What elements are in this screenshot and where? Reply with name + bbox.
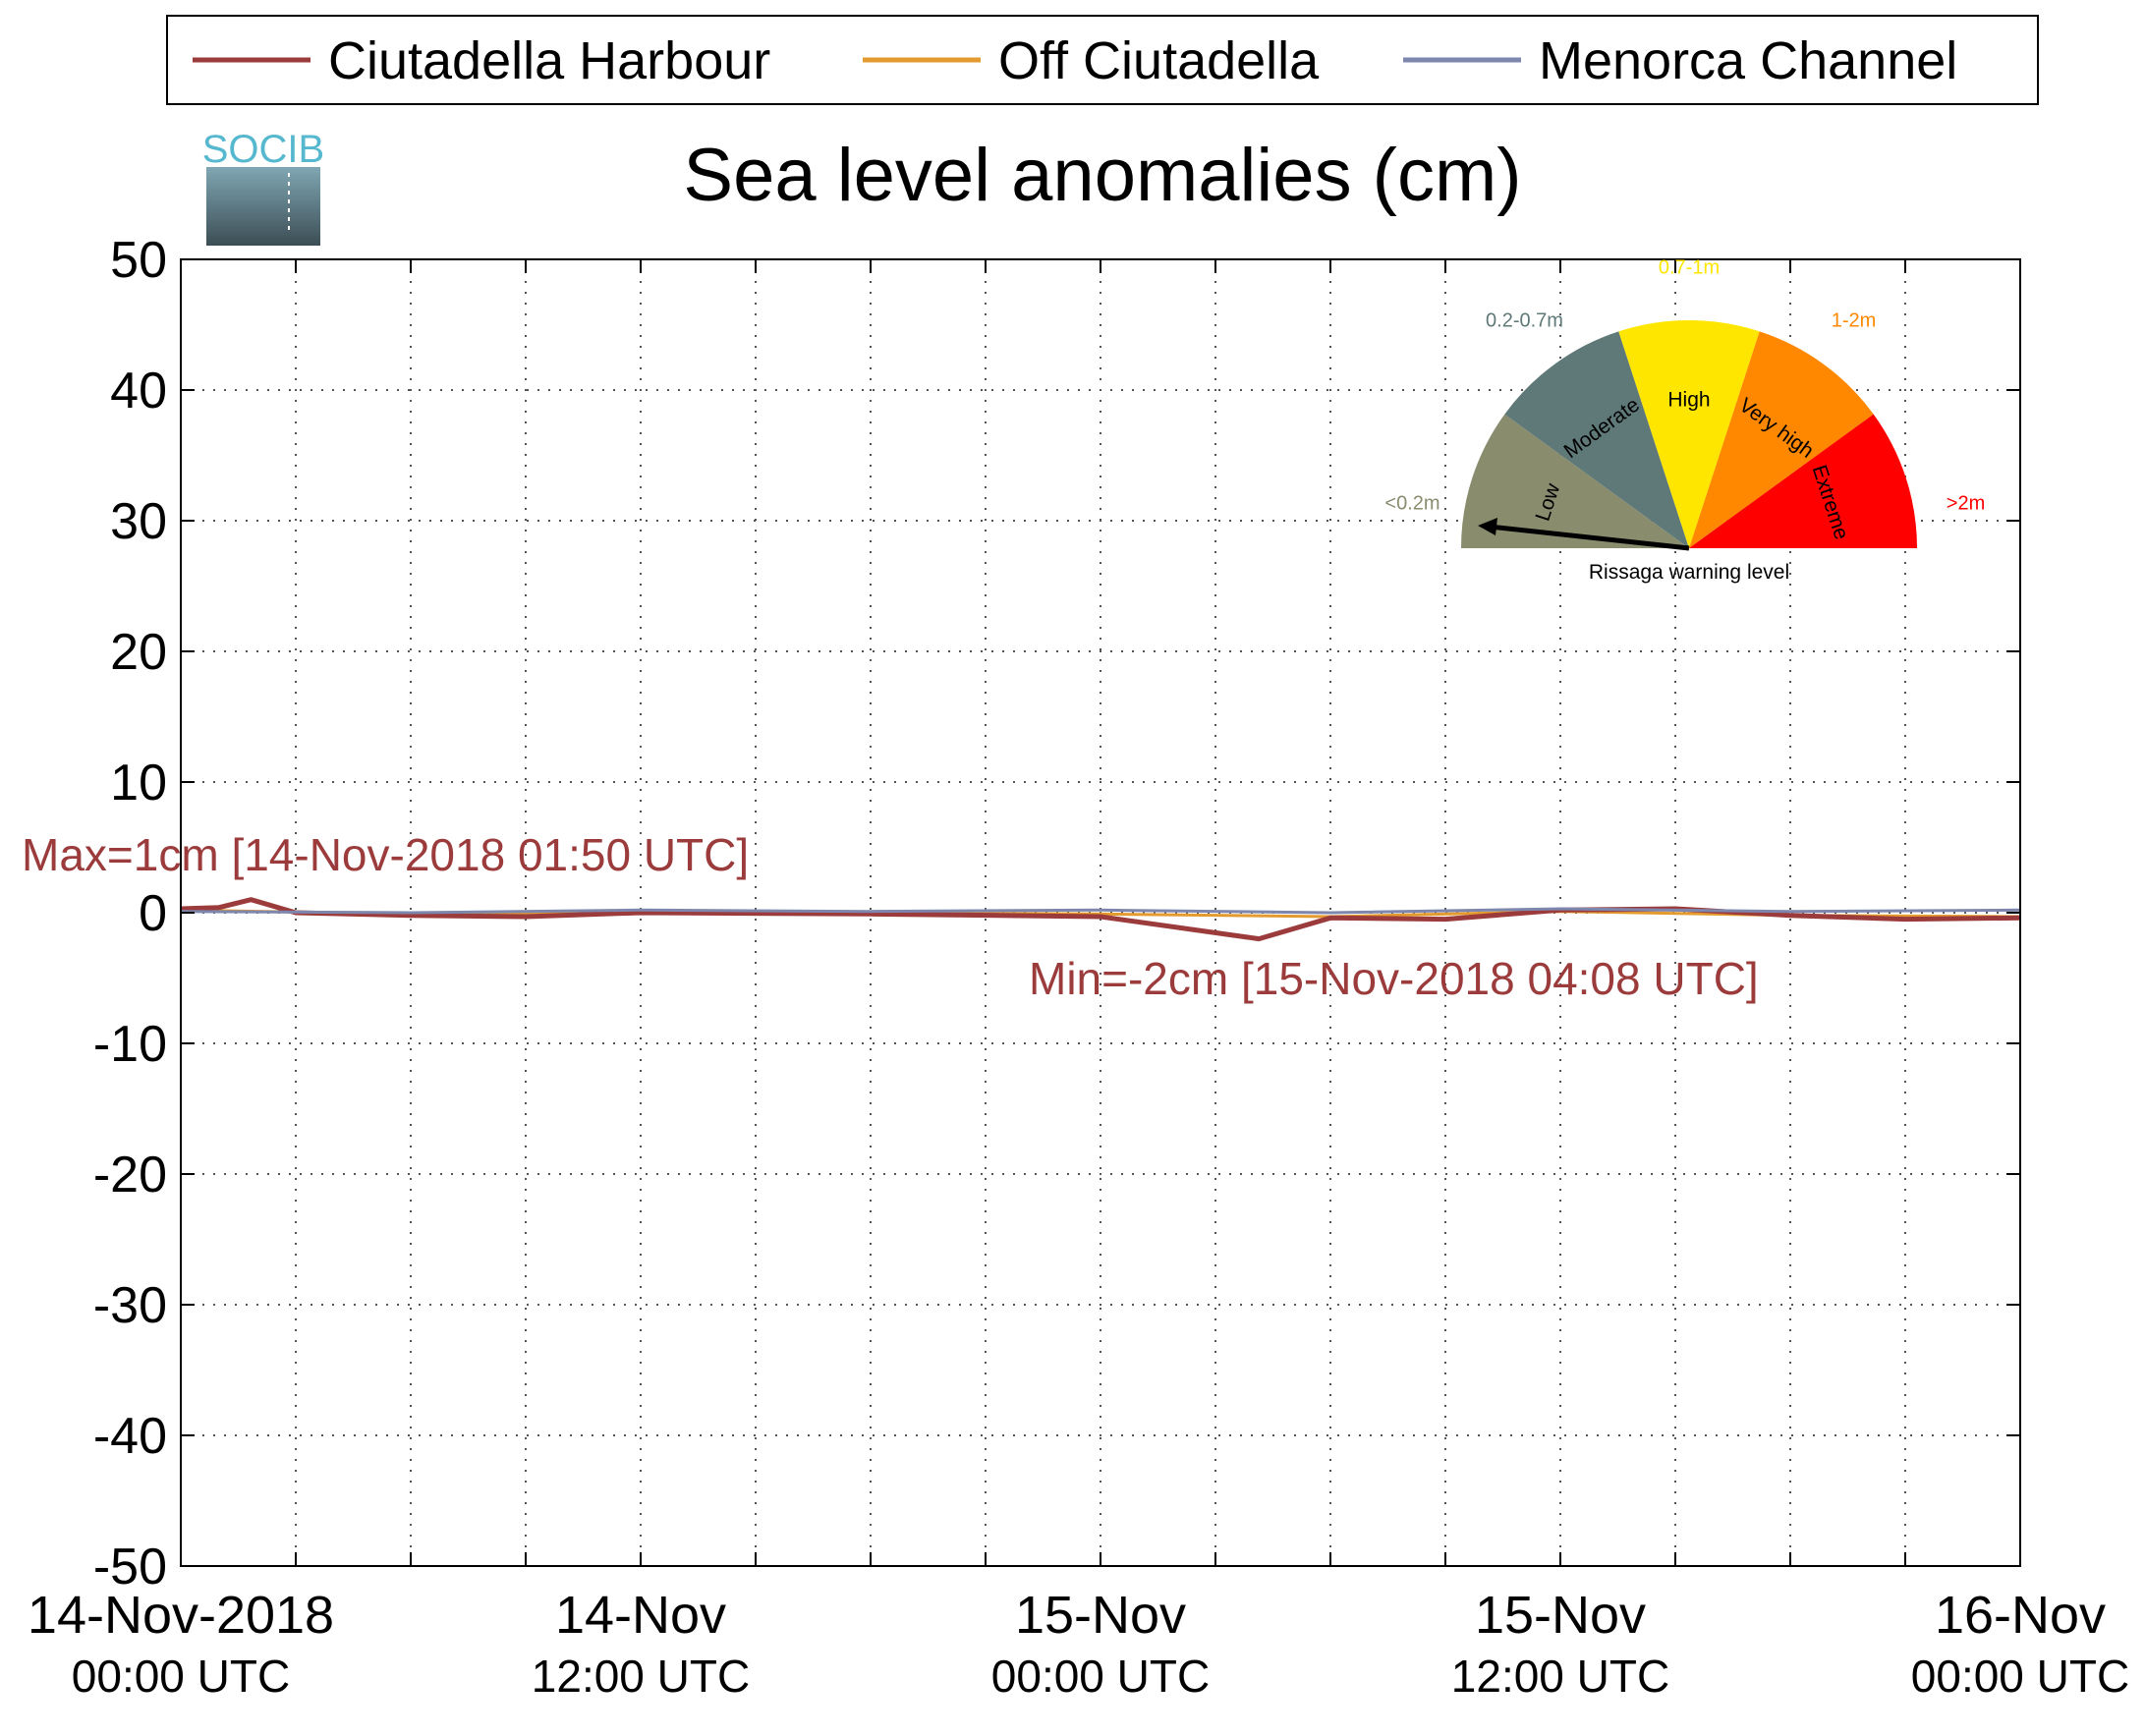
- y-tick-label: -30: [93, 1277, 167, 1334]
- y-tick-label: -10: [93, 1016, 167, 1073]
- x-tick-labels: 14-Nov-2018 00:00 UTC 14-Nov 12:00 UTC 15-No…: [28, 1586, 2129, 1702]
- gauge-range-low: <0.2m: [1384, 493, 1439, 515]
- y-tick-label: -40: [93, 1408, 167, 1465]
- gauge-range-very-high: 1-2m: [1832, 310, 1877, 332]
- x-tick-label-time: 12:00 UTC: [532, 1651, 750, 1702]
- y-tick-labels: 50 40 30 20 10 0 -10 -20 -30 -40 -50: [93, 232, 167, 1596]
- gauge-segment-moderate: [1504, 331, 1689, 548]
- x-tick-label-time: 00:00 UTC: [1911, 1651, 2129, 1702]
- y-tick-label: 10: [110, 755, 167, 812]
- y-tick-label: 40: [110, 363, 167, 420]
- y-tick-label: 0: [139, 885, 167, 942]
- legend-box: [166, 15, 2039, 105]
- chart-title: Sea level anomalies (cm): [683, 134, 1521, 217]
- socib-logo-block: [206, 167, 320, 246]
- series-line-menorca-channel: [180, 907, 2021, 915]
- y-tick-label: 20: [110, 624, 167, 681]
- x-tick-label-date: 14-Nov: [555, 1586, 726, 1645]
- y-tick-label: -20: [93, 1147, 167, 1204]
- gauge-needle-head: [1478, 518, 1497, 535]
- gauge-label-high: High: [1667, 389, 1710, 412]
- legend-label-off-ciutadella: Off Ciutadella: [998, 31, 1320, 90]
- min-annotation: Min=-2cm [15-Nov-2018 04:08 UTC]: [1029, 953, 1759, 1004]
- legend: Ciutadella Harbour Off Ciutadella Menorc…: [166, 15, 2039, 105]
- x-tick-label-date: 16-Nov: [1935, 1586, 2106, 1645]
- gauge-caption: Rissaga warning level: [1589, 561, 1789, 584]
- x-tick-label-date: 15-Nov: [1015, 1586, 1186, 1645]
- y-tick-label: 50: [110, 232, 167, 289]
- y-tick-label: -50: [93, 1539, 167, 1596]
- x-tick-label-time: 00:00 UTC: [72, 1651, 290, 1702]
- x-tick-label-date: 14-Nov-2018: [28, 1586, 334, 1645]
- gauge-segments: [1461, 320, 1917, 548]
- max-annotation: Max=1cm [14-Nov-2018 01:50 UTC]: [22, 829, 749, 880]
- gauge-needle: [1489, 524, 1690, 551]
- series-lines: [180, 897, 2021, 942]
- gauge-range-extreme: >2m: [1947, 493, 1985, 515]
- gauge-segment-very-high: [1689, 331, 1874, 548]
- gauge-segment-extreme: [1689, 414, 1917, 548]
- y-tick-label: 30: [110, 493, 167, 550]
- socib-logo-text: SOCIB: [202, 128, 324, 171]
- socib-logo: SOCIB: [202, 128, 324, 246]
- legend-label-ciutadella-harbour: Ciutadella Harbour: [328, 31, 770, 90]
- legend-label-menorca-channel: Menorca Channel: [1539, 31, 1957, 90]
- gauge-range-high: 0.7-1m: [1659, 256, 1720, 278]
- x-tick-label-time: 12:00 UTC: [1451, 1651, 1669, 1702]
- gauge-range-moderate: 0.2-0.7m: [1486, 310, 1563, 332]
- gauge-segment-high: [1618, 320, 1760, 548]
- x-tick-label-time: 00:00 UTC: [991, 1651, 1210, 1702]
- axis-ticks: [181, 259, 2020, 1566]
- gauge-segment-low: [1461, 414, 1689, 548]
- x-tick-label-date: 15-Nov: [1475, 1586, 1646, 1645]
